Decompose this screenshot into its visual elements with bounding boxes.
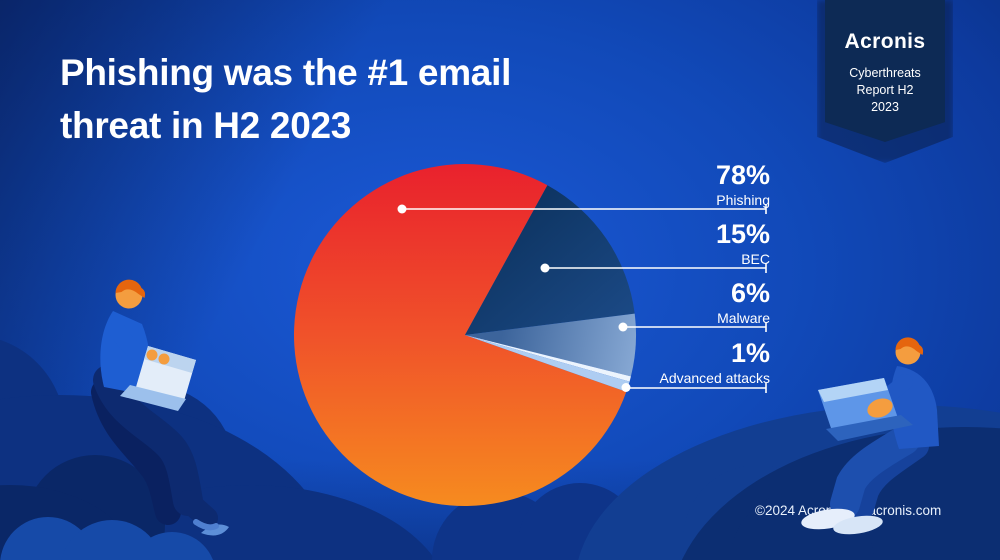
pie-slice-phishing [293,164,627,507]
category-label: Phishing [716,192,770,208]
cloud-puff-bright [131,532,213,560]
person-leg-front [93,365,203,516]
callout-dot [618,322,628,332]
callouts [397,204,767,393]
page-title-line1: Phishing was the #1 email [60,52,512,93]
callout-bec [540,263,767,273]
callout-phishing [397,204,767,214]
percent-label: 78% [715,160,770,190]
badge-subtitle-line2: Report H2 [856,83,914,97]
label-phishing: 78% Phishing [716,161,770,209]
callout-dot [621,383,631,392]
pie-slice-bec [465,185,635,335]
page-title: Phishing was the #1 email threat in H2 2… [60,46,511,152]
badge-subtitle-line3: 2023 [871,100,899,114]
person-hair [895,337,924,355]
person-shoe-highlight [193,519,219,531]
category-label: Advanced attacks [659,370,770,386]
acronis-logo: Acronis [844,30,926,53]
badge-subtitle-line1: Cyberthreats [849,66,921,80]
person-hand [158,353,170,365]
label-malware: 6% Malware [717,279,770,327]
pie-chart [293,164,637,507]
pie-slice-advanced [465,335,630,392]
callout-dot [540,263,550,273]
person-hand [146,349,158,361]
callout-advanced [621,383,767,393]
person-leg-back [91,379,181,525]
person-shoe [833,515,883,535]
callout-dot [397,204,407,214]
cloud-highlight [201,524,229,536]
person-shoe [177,490,218,529]
person-leg-front [830,425,920,519]
badge-subtitle: Cyberthreats Report H2 2023 [825,65,945,116]
page-title-line2: threat in H2 2023 [60,105,352,146]
laptop-lid-highlight [818,378,888,402]
person-illustration-right [801,337,939,535]
percent-label: 6% [730,278,770,308]
person-hand [867,398,893,418]
label-bec: 15% BEC [716,220,770,268]
percent-label: 15% [715,219,770,249]
callout-malware [618,322,767,332]
category-label: Malware [717,310,770,326]
acronis-site-link[interactable]: acronis.com [868,503,942,518]
person-illustration-left [91,279,219,531]
laptop-base [826,415,913,441]
acronis-badge: Acronis Cyberthreats Report H2 2023 [825,0,945,142]
label-advanced-attacks: 1% Advanced attacks [659,339,770,387]
percent-label: 1% [730,338,770,368]
pie-slice-malware [465,313,637,377]
laptop-base [120,385,186,411]
person-hair [115,279,146,298]
pie-slice-gap [465,335,631,382]
category-label: BEC [741,251,770,267]
